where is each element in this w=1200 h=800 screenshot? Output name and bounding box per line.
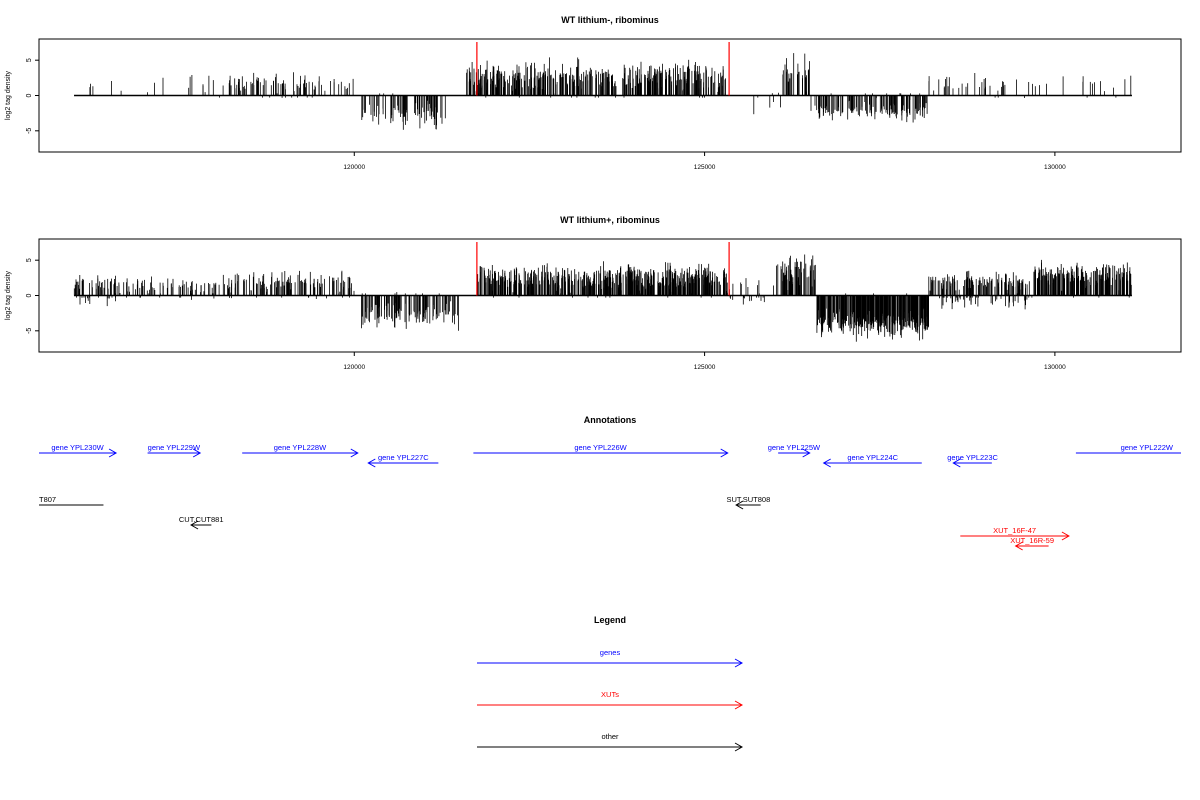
density-bars (89, 53, 1132, 130)
arrow-head-icon (720, 448, 729, 458)
legend-label: genes (600, 648, 621, 657)
arrow-head-icon (952, 458, 961, 468)
gene-feature: gene YPL230W (39, 443, 118, 458)
y-tick-label: -5 (26, 128, 33, 134)
gene-feature: gene YPL224C (822, 453, 922, 468)
arrow-head-icon (734, 658, 744, 668)
arrow-head-icon (734, 700, 744, 710)
gene-label: gene YPL222W (1121, 443, 1174, 452)
gene-label: gene YPL226W (574, 443, 627, 452)
y-axis-label: log2 tag density (5, 70, 12, 120)
y-tick-label: 5 (26, 258, 33, 262)
panel-lithium-plus: WT lithium+, ribominus log2 tag density -… (5, 215, 1182, 371)
gene-label: gene YPL224C (847, 453, 898, 462)
y-tick-label: 0 (26, 293, 33, 297)
panel2-plot: log2 tag density -5 0 5 120000 125000 130000 (5, 238, 1182, 371)
x-tick-label: 120000 (343, 164, 365, 171)
panel2-title: WT lithium+, ribominus (560, 215, 660, 225)
gene-feature: gene YPL223C (947, 453, 999, 468)
x-tick-label: 125000 (694, 164, 716, 171)
x-tick-label: 125000 (694, 364, 716, 371)
legend-items: genes XUTs other (477, 648, 744, 752)
other-label: SUT.SUT808 (726, 495, 770, 504)
legend-label: XUTs (601, 690, 619, 699)
y-tick-label: 5 (26, 58, 33, 62)
other-label: CUT.CUT881 (179, 515, 224, 524)
xut-feature: XUT_16R-59 (1010, 536, 1054, 551)
arrow-head-icon (802, 448, 811, 458)
arrow-head-icon (190, 520, 199, 530)
legend-item-other: other (477, 732, 744, 752)
density-bars (73, 254, 1132, 342)
gene-feature: gene YPL226W (473, 443, 729, 458)
arrow-head-icon (367, 458, 376, 468)
arrow-head-icon (1014, 541, 1023, 551)
gene-label: gene YPL228W (274, 443, 327, 452)
gene-feature: gene YPL229W (147, 443, 202, 458)
arrow-head-icon (735, 500, 744, 510)
annotations-title: Annotations (584, 415, 637, 425)
x-tick-label: 130000 (1044, 364, 1066, 371)
other-feature: SUT.SUT808 (726, 495, 770, 510)
gene-feature: gene YPL227C (367, 453, 439, 468)
arrow-head-icon (1061, 531, 1070, 541)
gene-feature: gene YPL222W (1075, 443, 1181, 454)
gene-label: gene YPL225W (768, 443, 821, 452)
other-feature: T807 (39, 495, 104, 506)
panel1-title: WT lithium-, ribominus (561, 15, 659, 25)
gene-label: gene YPL227C (378, 453, 429, 462)
y-axis-label: log2 tag density (5, 270, 12, 320)
y-tick-label: 0 (26, 93, 33, 97)
legend-panel: Legend genes XUTs other (477, 615, 744, 752)
legend-item-xuts: XUTs (477, 690, 744, 710)
legend-item-genes: genes (477, 648, 744, 668)
gene-feature: gene YPL228W (242, 443, 359, 458)
xut-label: XUT_16R-59 (1010, 536, 1054, 545)
legend-label: other (601, 732, 619, 741)
xut-label: XUT_16F-47 (993, 526, 1036, 535)
x-tick-label: 120000 (343, 364, 365, 371)
arrow-head-icon (192, 448, 202, 458)
y-tick-label: -5 (26, 328, 33, 334)
x-tick-label: 130000 (1044, 164, 1066, 171)
arrow-head-icon (108, 448, 118, 458)
gene-label: gene YPL223C (947, 453, 998, 462)
xut-feature: XUT_16F-47 (960, 526, 1070, 541)
gene-label: gene YPL229W (148, 443, 201, 452)
other-label: T807 (39, 495, 56, 504)
other-feature: CUT.CUT881 (179, 515, 224, 530)
gene-label: gene YPL230W (51, 443, 104, 452)
arrow-head-icon (350, 448, 359, 458)
gene-feature: gene YPL225W (768, 443, 821, 458)
panel1-plot: log2 tag density -5 0 5 120000 125000 130000 (5, 38, 1182, 171)
arrow-head-icon (734, 742, 744, 752)
legend-title: Legend (594, 615, 626, 625)
annotations-panel: Annotations gene YPL230W gene YPL229W gene… (39, 415, 1181, 551)
panel-lithium-minus: WT lithium-, ribominus log2 tag density -… (5, 15, 1182, 171)
annotation-tracks: gene YPL230W gene YPL229W gene YPL228W gene… (39, 443, 1181, 551)
arrow-head-icon (822, 458, 831, 468)
